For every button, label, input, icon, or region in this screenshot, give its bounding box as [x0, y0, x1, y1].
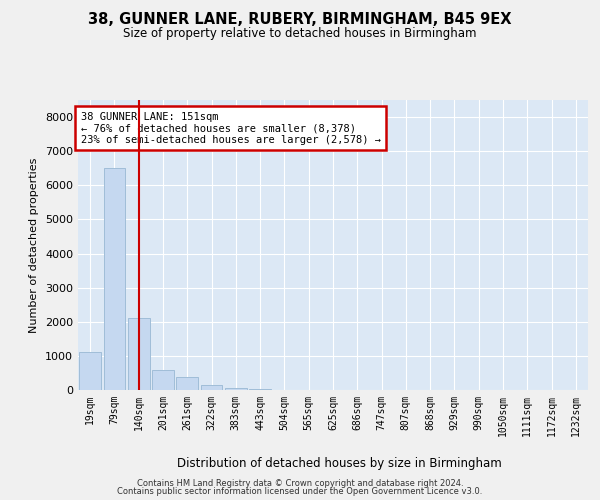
Bar: [225, 388, 247, 390]
Text: 38, GUNNER LANE, RUBERY, BIRMINGHAM, B45 9EX: 38, GUNNER LANE, RUBERY, BIRMINGHAM, B45…: [88, 12, 512, 28]
Bar: [152, 370, 174, 390]
Bar: [128, 318, 149, 390]
Text: 38 GUNNER LANE: 151sqm
← 76% of detached houses are smaller (8,378)
23% of semi-: 38 GUNNER LANE: 151sqm ← 76% of detached…: [80, 112, 380, 145]
Bar: [249, 389, 271, 390]
Text: Distribution of detached houses by size in Birmingham: Distribution of detached houses by size …: [176, 458, 502, 470]
Bar: [176, 377, 198, 390]
Text: Contains public sector information licensed under the Open Government Licence v3: Contains public sector information licen…: [118, 487, 482, 496]
Y-axis label: Number of detached properties: Number of detached properties: [29, 158, 40, 332]
Bar: [104, 168, 125, 390]
Bar: [79, 352, 101, 390]
Bar: [200, 385, 223, 390]
Text: Contains HM Land Registry data © Crown copyright and database right 2024.: Contains HM Land Registry data © Crown c…: [137, 478, 463, 488]
Text: Size of property relative to detached houses in Birmingham: Size of property relative to detached ho…: [123, 28, 477, 40]
